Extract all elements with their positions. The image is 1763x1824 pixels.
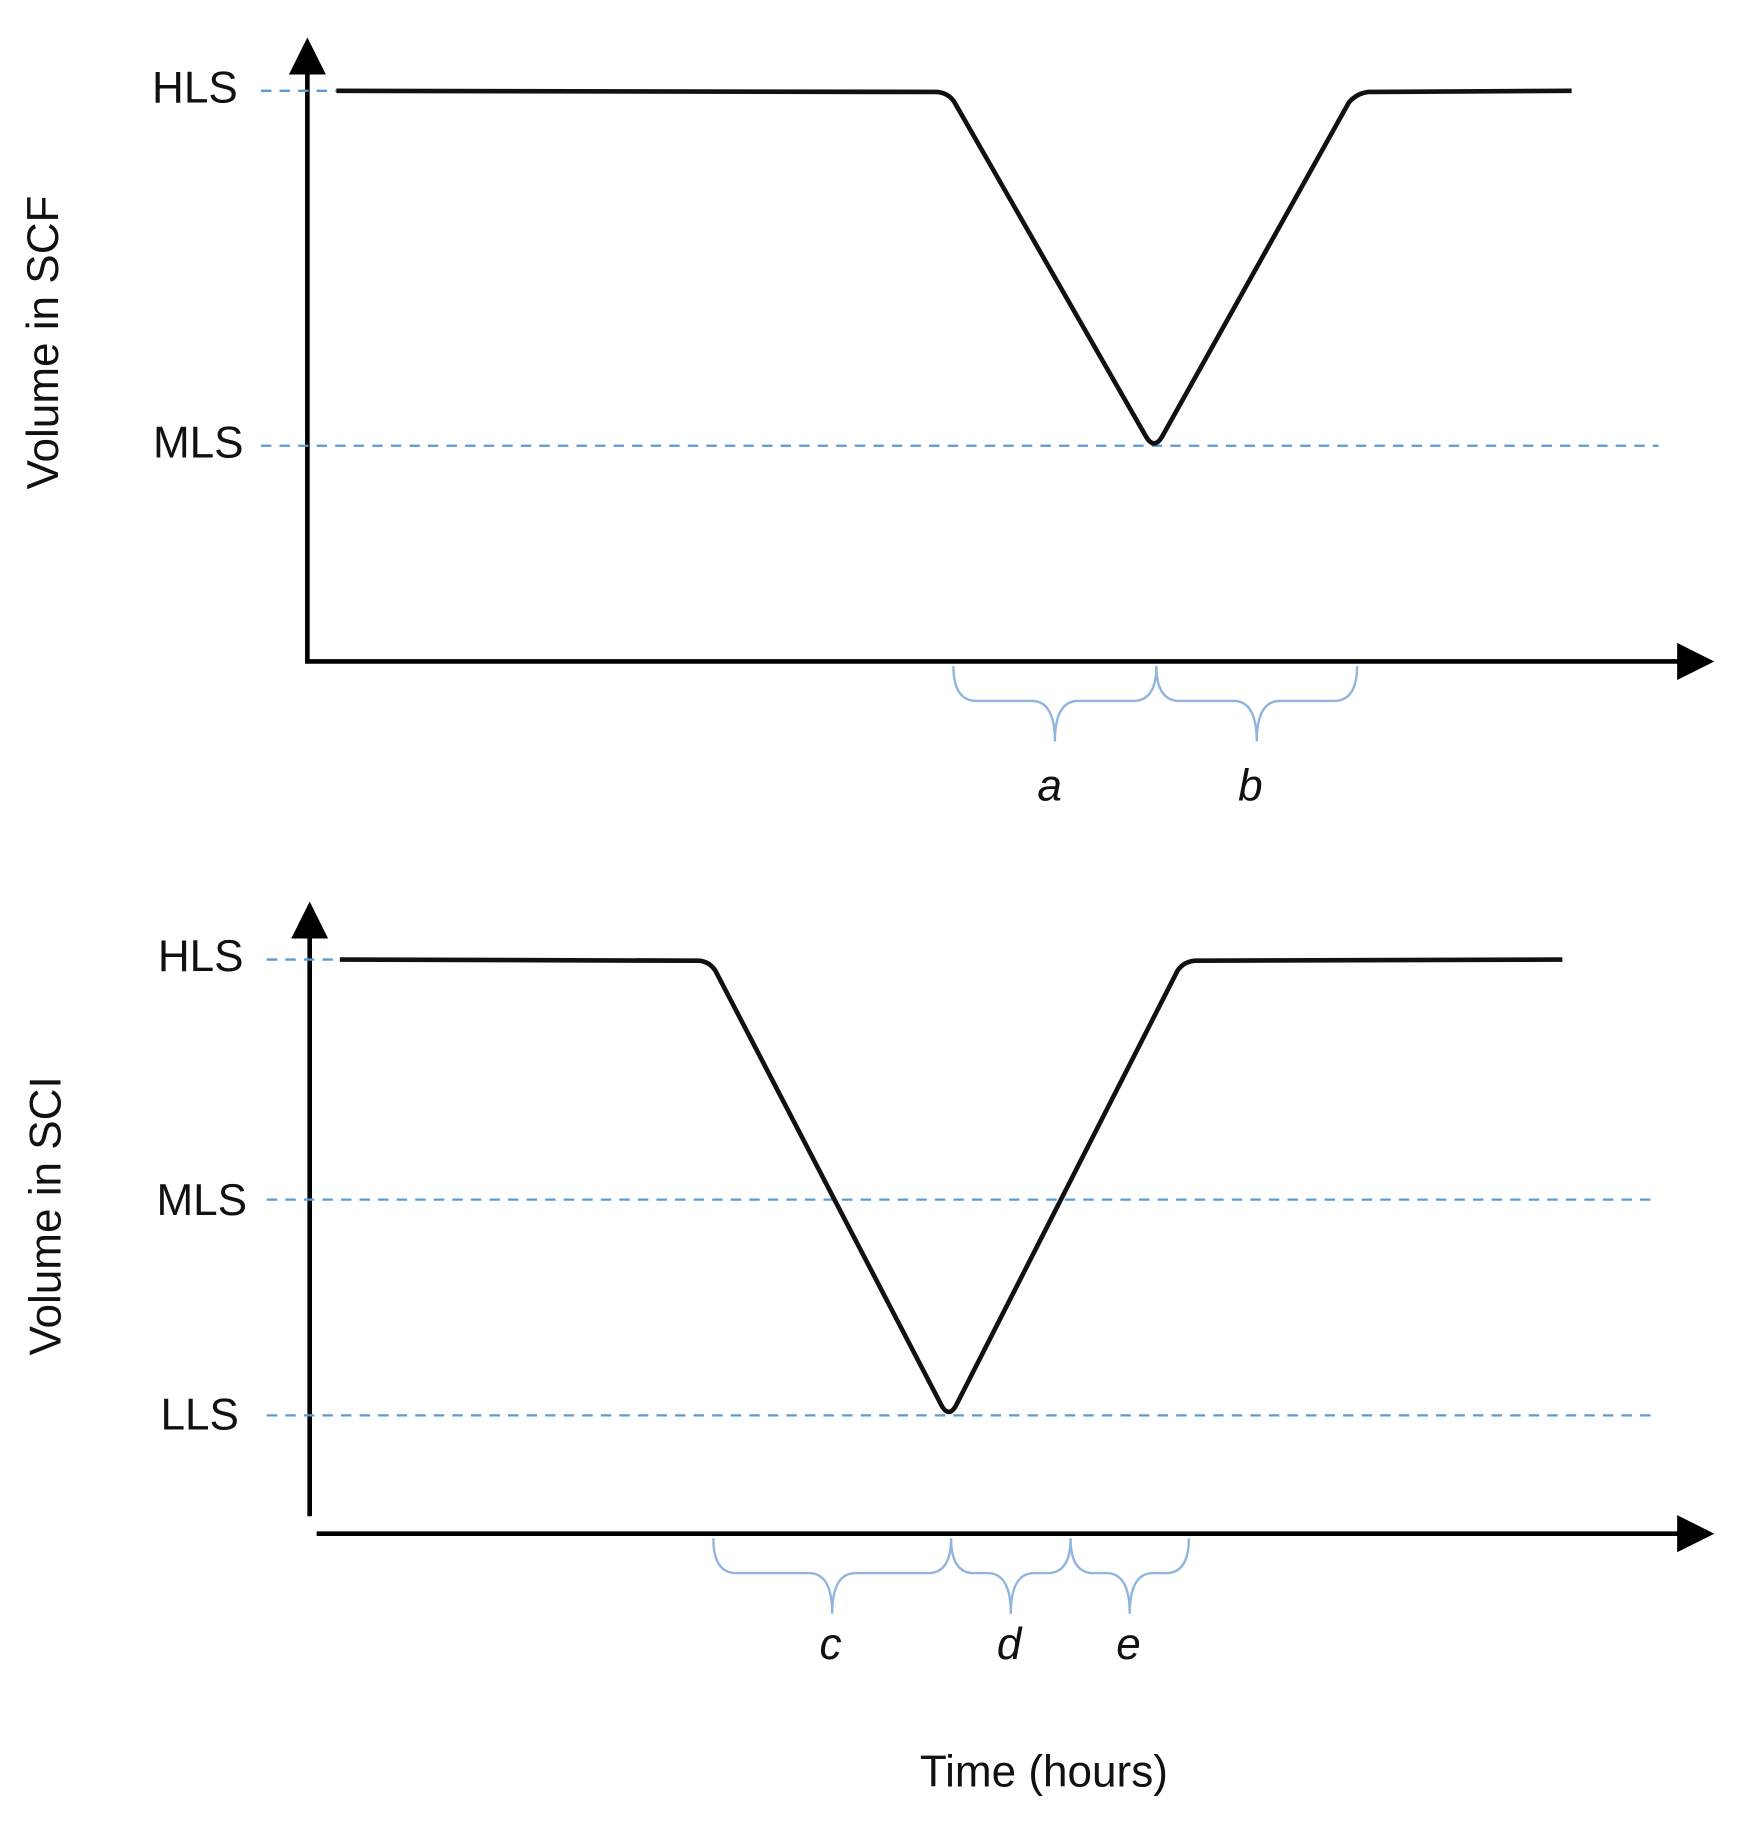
brace bbox=[949, 1538, 1072, 1614]
level-label: HLS bbox=[152, 63, 238, 112]
level-label: LLS bbox=[161, 1390, 239, 1439]
level-label: MLS bbox=[153, 418, 244, 467]
bottom-panel: HLS MLS LLS Volume in SCI c d e bbox=[21, 901, 1715, 1669]
brace bbox=[1069, 1538, 1191, 1614]
brace-label: d bbox=[997, 1620, 1023, 1669]
y-axis-label: Volume in SCI bbox=[21, 1076, 70, 1355]
volume-curve bbox=[336, 88, 1572, 446]
brace-label: e bbox=[1116, 1620, 1141, 1669]
brace bbox=[952, 666, 1158, 742]
top-panel: HLS MLS Volume in SCF a b bbox=[19, 37, 1715, 811]
y-axis-label: Volume in SCF bbox=[19, 196, 68, 490]
level-label: MLS bbox=[156, 1176, 247, 1225]
brace-label: b bbox=[1238, 762, 1263, 811]
volume-curve bbox=[339, 957, 1563, 1415]
brace-label: c bbox=[819, 1620, 841, 1669]
level-label: HLS bbox=[158, 932, 244, 981]
brace-label: a bbox=[1037, 762, 1062, 811]
x-axis-label: Time (hours) bbox=[920, 1748, 1168, 1797]
brace bbox=[712, 1538, 953, 1614]
brace bbox=[1155, 666, 1359, 742]
